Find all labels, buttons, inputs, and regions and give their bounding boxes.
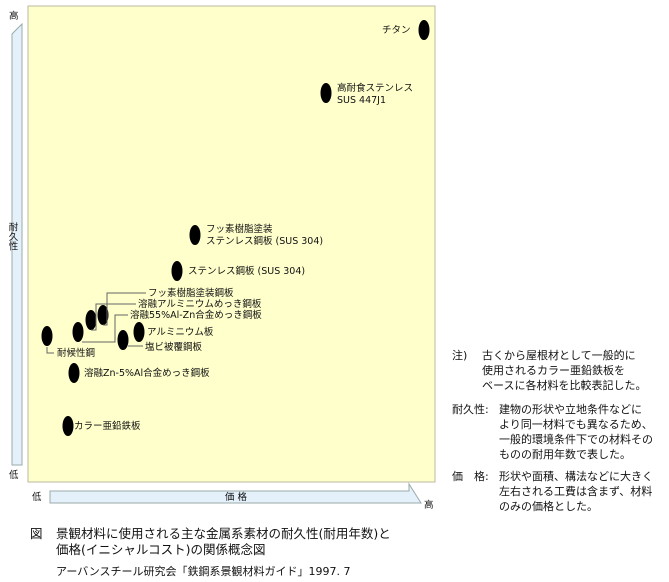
plot-area [27,5,436,483]
material-marker [41,326,53,346]
material-marker [62,416,74,436]
material-label-line2: ステンレス鋼板 (SUS 304) [206,235,323,247]
material-marker [418,20,430,40]
material-marker [171,261,183,281]
note-durability: 耐久性: 建物の形状や立地条件などに より同一材料でも異なるため、 一般的環境条件下… [452,403,653,461]
leader-line [46,347,54,354]
x-low-label: 低 [32,491,42,503]
figure-caption: 景観材料に使用される主な金属系素材の耐久性(耐用年数)と 価格(イニシャルコスト)… [56,526,391,557]
material-label: フッ素樹脂塗装鋼板 [148,287,234,299]
leader-lines [46,292,146,354]
x-high-label: 高 [424,499,434,511]
material-label: カラー亜鉛鉄板 [74,420,141,432]
material-marker [117,330,129,350]
leader-line [82,314,128,343]
x-axis-arrow [49,482,422,504]
material-label: チタン [382,25,411,36]
material-marker [133,322,145,342]
figure-source: アーバンスチール研究会「鉄鋼系景観材料ガイド」1997. 7 [56,565,351,578]
note-price: 価 格: 形状や面積、構法などに大きく 左右される工費は含まず、材料 のみの価格とし… [452,470,653,513]
material-marker [72,322,84,342]
material-marker [320,83,332,103]
material-label: 高耐食ステンレス [337,82,413,94]
material-marker [85,310,97,330]
y-low-label: 低 [9,469,19,481]
y-axis-label: 耐久性 [7,221,19,251]
x-axis-label: 価 格 [225,491,248,503]
material-label: ステンレス鋼板 (SUS 304) [188,265,305,277]
material-label: 溶融55%Al-Zn合金めっき鋼板 [130,309,262,321]
material-label: 耐候性鋼 [57,347,95,359]
material-marker [189,225,201,245]
material-label: アルミニウム板 [147,326,214,338]
y-high-label: 高 [9,10,19,22]
material-label: 溶融Zn-5%Al合金めっき鋼板 [84,367,210,379]
material-marker [97,305,109,325]
figure-number: 図 [30,526,43,541]
material-label-line2: SUS 447J1 [337,95,386,106]
note-1: 注) 古くから屋根材として一般的に 使用されるカラー亜鉛鉄板を ベースに各材料を比較… [452,349,647,392]
material-label: 塩ビ被覆鋼板 [145,341,203,353]
leader-line [103,292,146,326]
material-marker [68,363,80,383]
y-axis-arrow [11,22,23,466]
material-label: フッ素樹脂塗装 [206,223,273,235]
material-label: 溶融アルミニウムめっき鋼板 [138,298,262,310]
leader-line [91,303,136,331]
